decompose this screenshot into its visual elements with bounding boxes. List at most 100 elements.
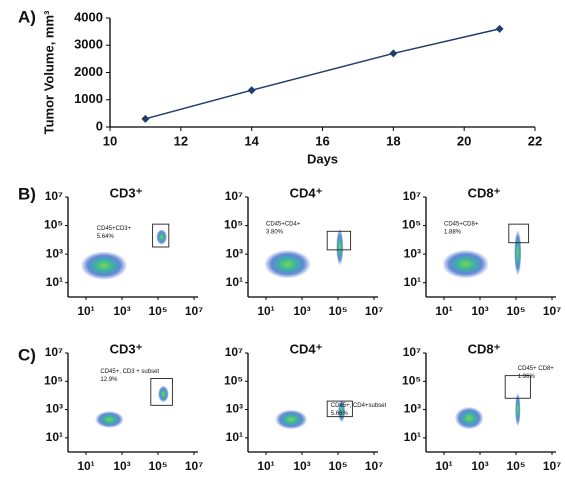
- x-tick-label: 16: [315, 133, 329, 148]
- x-tick-label: 10¹: [435, 459, 452, 473]
- panel-title: CD4⁺: [290, 185, 323, 200]
- gate-annotation: CD45+, CD4+subset: [331, 403, 387, 409]
- x-tick-label: 10¹: [77, 459, 94, 473]
- density-cloud: [156, 229, 168, 245]
- y-tick-label: 10³: [46, 402, 63, 416]
- gate: [152, 223, 170, 248]
- x-tick-label: 10⁵: [149, 459, 168, 473]
- y-tick-label: 10⁵: [224, 373, 243, 387]
- panel-title: CD8⁺: [468, 341, 501, 356]
- density-cloud: [442, 249, 489, 279]
- gate-annotation: CD45+CD4+: [266, 222, 301, 228]
- gate-annotation: CD45+ CD8+: [518, 366, 555, 372]
- gate-annotation: 3.80%: [266, 230, 284, 236]
- x-tick-label: 10¹: [257, 459, 274, 473]
- x-axis-label: Days: [307, 151, 338, 166]
- x-tick-label: 10⁵: [507, 304, 526, 318]
- x-tick-label: 22: [528, 133, 542, 148]
- y-tick-label: 10³: [404, 246, 421, 260]
- y-tick-label: 10¹: [226, 430, 243, 444]
- gate-annotation: 5.66%: [331, 411, 349, 417]
- y-tick-label: 10⁷: [45, 345, 63, 359]
- x-tick-label: 10⁷: [365, 459, 383, 473]
- data-point: [389, 49, 398, 58]
- data-point: [141, 114, 150, 123]
- y-tick-label: 10¹: [404, 275, 421, 289]
- y-tick-label: 10³: [226, 402, 243, 416]
- data-point: [495, 24, 504, 33]
- x-tick-label: 10⁷: [543, 459, 561, 473]
- x-tick-label: 10⁵: [329, 459, 348, 473]
- density-cloud: [454, 406, 484, 430]
- y-axis-label: Tumor Volume, mm³: [41, 10, 56, 134]
- panel-title: CD3⁺: [110, 185, 143, 200]
- y-tick-label: 10⁷: [45, 189, 63, 203]
- panel-title: CD3⁺: [110, 341, 143, 356]
- gate-annotation: 1.96%: [518, 374, 536, 380]
- density-cloud: [95, 410, 124, 428]
- y-tick-label: 10⁵: [224, 218, 243, 232]
- y-tick-label: 3000: [74, 37, 103, 52]
- x-tick-label: 10⁵: [149, 304, 168, 318]
- panel-title: CD4⁺: [290, 341, 323, 356]
- x-tick-label: 10³: [471, 304, 488, 318]
- density-cloud: [275, 409, 308, 430]
- y-tick-label: 10⁵: [44, 218, 63, 232]
- gate-annotation: CD45+, CD3 + subset: [100, 369, 159, 375]
- y-tick-label: 4000: [74, 9, 103, 24]
- gate-annotation: CD45+CD3+: [97, 226, 132, 232]
- x-tick-label: 10⁷: [365, 304, 383, 318]
- x-tick-label: 20: [457, 133, 471, 148]
- density-cloud: [514, 229, 522, 276]
- x-tick-label: 10¹: [435, 304, 452, 318]
- y-tick-label: 10¹: [226, 275, 243, 289]
- gate: [150, 378, 173, 406]
- x-tick-label: 10³: [293, 459, 310, 473]
- gate: [326, 400, 353, 418]
- y-tick-label: 10⁵: [44, 373, 63, 387]
- x-tick-label: 10⁵: [507, 459, 526, 473]
- y-tick-label: 10⁷: [403, 189, 421, 203]
- gate-annotation: 12.9%: [100, 377, 118, 383]
- data-point: [247, 86, 256, 95]
- x-tick-label: 10⁷: [185, 459, 203, 473]
- panel-label: A): [18, 7, 36, 26]
- y-tick-label: 1000: [74, 91, 103, 106]
- y-tick-label: 10³: [46, 246, 63, 260]
- x-tick-label: 10⁷: [543, 304, 561, 318]
- x-tick-label: 10⁷: [185, 304, 203, 318]
- y-tick-label: 10³: [226, 246, 243, 260]
- gate-annotation: 5.64%: [97, 234, 115, 240]
- density-cloud: [80, 251, 128, 280]
- y-tick-label: 10¹: [46, 430, 63, 444]
- x-tick-label: 10³: [471, 459, 488, 473]
- x-tick-label: 10¹: [77, 304, 94, 318]
- x-tick-label: 10³: [293, 304, 310, 318]
- density-cloud: [336, 228, 344, 266]
- panel-title: CD8⁺: [468, 185, 501, 200]
- data-line: [145, 28, 500, 120]
- y-tick-label: 10⁷: [225, 189, 243, 203]
- density-cloud: [264, 249, 311, 279]
- y-tick-label: 10¹: [46, 275, 63, 289]
- x-tick-label: 10³: [113, 459, 130, 473]
- gate: [326, 230, 352, 251]
- y-tick-label: 10⁷: [225, 345, 243, 359]
- panel-label: C): [18, 345, 36, 364]
- y-tick-label: 10⁵: [402, 373, 421, 387]
- gate: [508, 223, 530, 244]
- gate: [504, 375, 531, 399]
- y-tick-label: 10³: [404, 402, 421, 416]
- gate-annotation: 1.88%: [444, 230, 462, 236]
- x-tick-label: 14: [244, 133, 259, 148]
- panel-label: B): [18, 184, 36, 203]
- x-tick-label: 18: [386, 133, 400, 148]
- y-tick-label: 10¹: [404, 430, 421, 444]
- x-tick-label: 10³: [113, 304, 130, 318]
- density-cloud: [515, 392, 521, 427]
- density-cloud: [158, 385, 169, 403]
- gate-annotation: CD45+CD8+: [444, 222, 479, 228]
- y-tick-label: 10⁷: [403, 345, 421, 359]
- y-tick-label: 0: [96, 118, 103, 133]
